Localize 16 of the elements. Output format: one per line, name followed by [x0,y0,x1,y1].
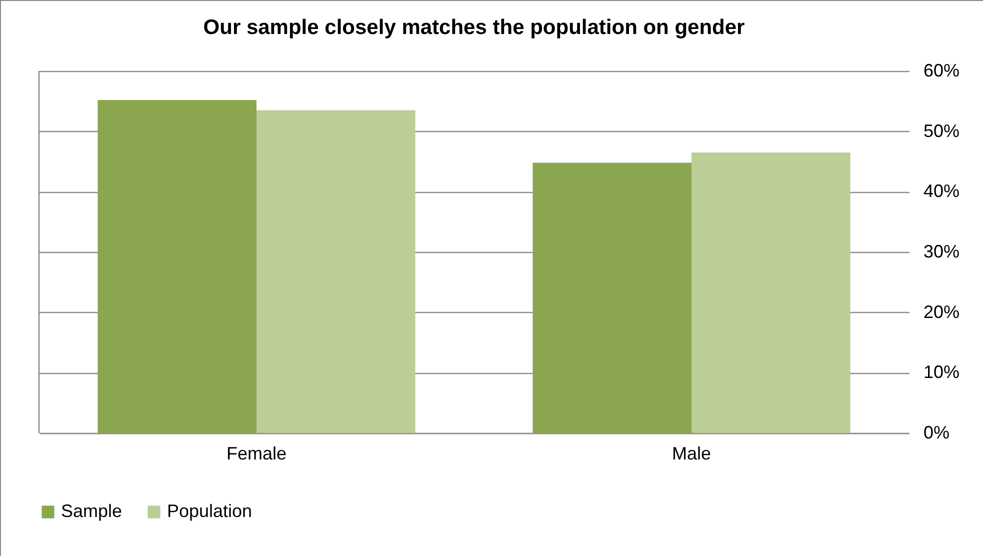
y-tick-label: 30% [924,242,960,262]
bar [256,110,416,433]
y-tick-label: 20% [924,302,960,322]
y-tick-label: 0% [924,422,950,442]
legend-label: Sample [61,501,122,521]
bar [98,100,256,433]
bar [692,152,850,433]
y-tick-label: 60% [924,60,960,80]
bar [532,162,692,433]
legend-label: Population [167,501,252,521]
x-tick-label: Female [226,444,287,464]
chart-title: Our sample closely matches the population on gender [203,16,745,39]
y-tick-label: 10% [924,362,960,382]
y-tick-label: 50% [924,120,960,141]
y-tick-label: 40% [924,181,960,202]
x-tick-label: Male [672,444,712,464]
